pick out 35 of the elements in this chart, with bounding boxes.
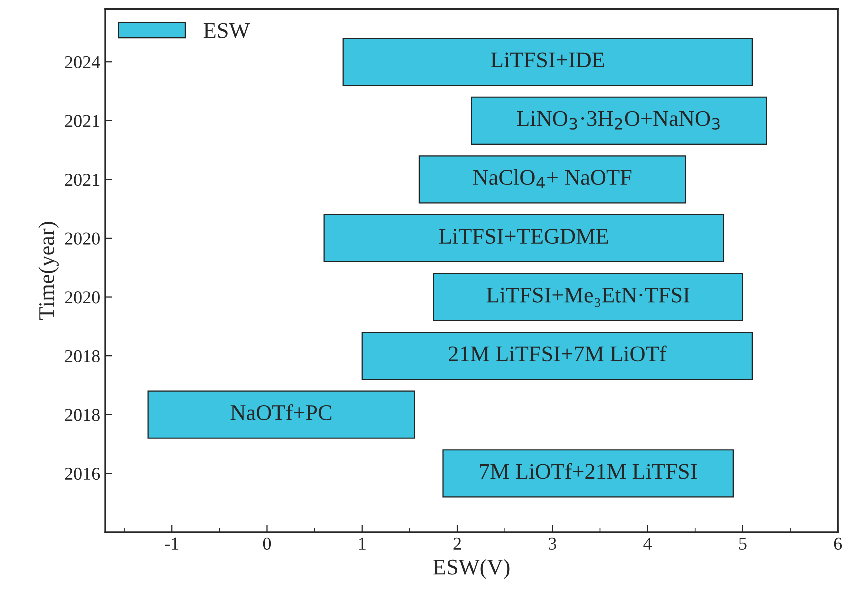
annotation: LiNO$_{3}$·3H$_{2}$O+NaNO$_{3}$	[517, 111, 720, 130]
bar	[442, 450, 734, 498]
x-tick-label: 3	[549, 538, 556, 550]
annotation: LiTFSI+TEGDME	[439, 229, 608, 244]
bar	[362, 332, 754, 380]
bar	[148, 390, 416, 439]
x-tick-label: 0	[263, 538, 272, 550]
annotation: LiTFSI+IDE	[491, 52, 604, 68]
y-tick-label: 2016	[65, 468, 100, 480]
x-tick-label: 5	[739, 538, 747, 550]
bar	[342, 38, 754, 86]
y-tick-label: 2018	[65, 409, 100, 422]
x-tick-label: -1	[165, 538, 179, 550]
bar	[433, 273, 744, 322]
bar	[471, 96, 768, 145]
x-tick-label: 4	[644, 538, 652, 550]
annotation: LiTFSI+Me₃EtN·TFSI	[486, 288, 690, 308]
y-tick-label: 2020	[65, 232, 100, 245]
y-tick-label: 2024	[65, 56, 100, 69]
y-tick-label: 2021	[65, 115, 100, 128]
y-tick-label: 2021	[65, 174, 100, 186]
bar	[418, 156, 686, 204]
annotation: 7M LiOTf+21M LiTFSI	[480, 463, 697, 480]
legend-label: ESW	[204, 23, 250, 38]
y-tick-label: 2020	[65, 292, 100, 304]
annotation: NaOTf+PC	[230, 404, 332, 420]
x-axis-title: ESW(V)	[434, 559, 510, 580]
x-tick-label: 6	[834, 538, 842, 550]
annotation: NaClO$_{4}$+ NaOTF	[473, 169, 632, 189]
bar	[324, 214, 724, 263]
x-tick-label: 1	[359, 538, 366, 550]
y-tick-label: 2018	[65, 350, 100, 362]
x-tick-label: 2	[454, 538, 462, 550]
annotation: 21M LiTFSI+7M LiOTf	[449, 346, 667, 362]
y-axis-title: Time(year)	[38, 222, 59, 320]
